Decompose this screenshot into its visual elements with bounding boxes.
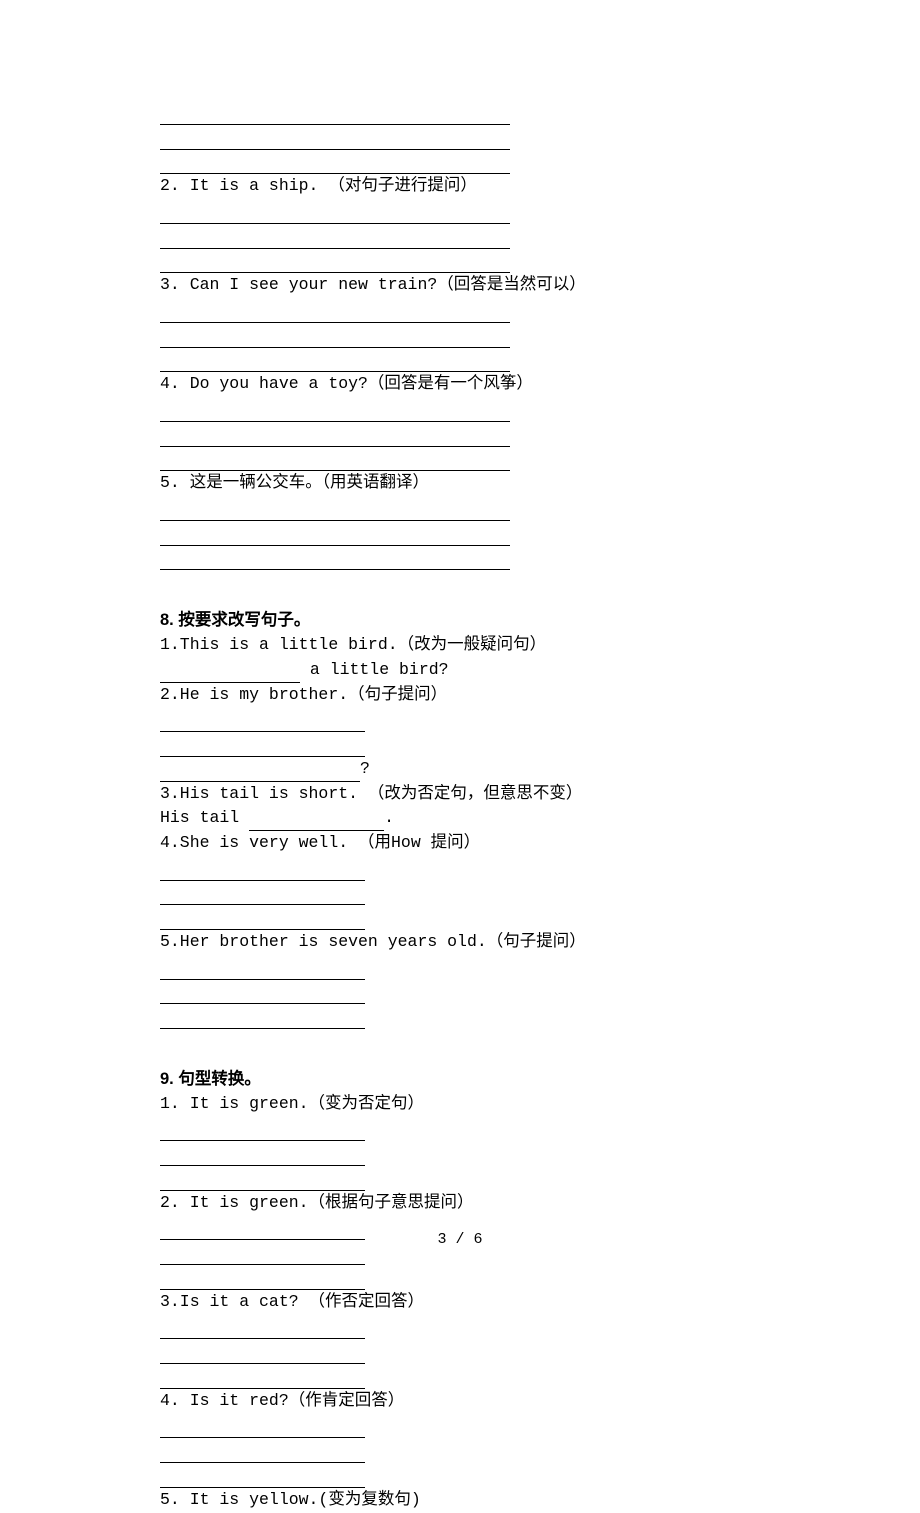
answer-line[interactable] [160,1028,365,1029]
question-8-1: 1.This is a little bird.（改为一般疑问句） [160,633,765,658]
question-8-3: 3.His tail is short. （改为否定句，但意思不变） [160,782,765,807]
question-8-2-qmark: ? [360,759,370,778]
question-8-3-post: . [384,808,394,827]
question-9-4: 4. Is it red?（作肯定回答） [160,1389,765,1414]
question-9-5: 5. It is yellow.(变为复数句) [160,1488,765,1513]
question-9-3: 3.Is it a cat? （作否定回答） [160,1290,765,1315]
question-7-4: 4. Do you have a toy?（回答是有一个风筝） [160,372,765,397]
page-content: 2. It is a ship. （对句子进行提问） 3. Can I see … [0,0,920,1513]
question-7-3: 3. Can I see your new train?（回答是当然可以） [160,273,765,298]
question-8-3-pre: His tail [160,808,249,827]
question-8-5: 5.Her brother is seven years old.（句子提问） [160,930,765,955]
question-8-4: 4.She is very well. （用How 提问） [160,831,765,856]
question-8-2: 2.He is my brother.（句子提问） [160,683,765,708]
answer-line[interactable] [160,569,510,570]
section-9-title: 9. 句型转换。 [160,1067,765,1092]
question-8-1-tail: a little bird? [300,660,449,679]
page-number: 3 / 6 [0,1231,920,1248]
question-9-2: 2. It is green.（根据句子意思提问） [160,1191,765,1216]
question-7-2: 2. It is a ship. （对句子进行提问） [160,174,765,199]
question-9-1: 1. It is green.（变为否定句） [160,1092,765,1117]
question-7-5: 5. 这是一辆公交车。（用英语翻译） [160,471,765,496]
section-8-title: 8. 按要求改写句子。 [160,608,765,633]
